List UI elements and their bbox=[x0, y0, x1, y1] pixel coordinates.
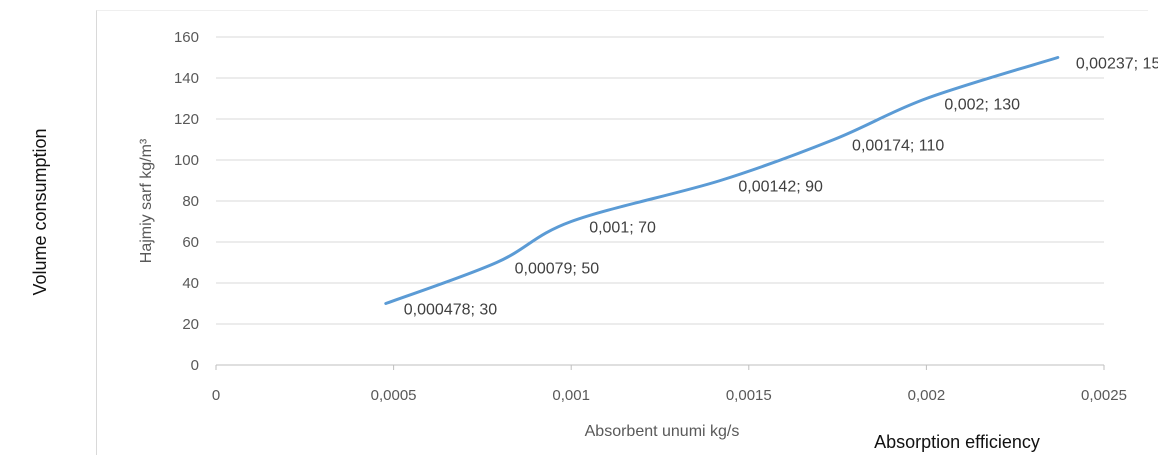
data-label: 0,00079; 50 bbox=[515, 261, 600, 278]
x-tick-label: 0,0015 bbox=[726, 387, 772, 404]
data-label: 0,00142; 90 bbox=[738, 179, 823, 196]
outer-left-label: Volume consumption bbox=[30, 128, 50, 295]
series-line bbox=[384, 56, 1060, 305]
y-tick-label: 20 bbox=[182, 316, 199, 333]
y-tick-label: 120 bbox=[174, 111, 199, 128]
data-label: 0,001; 70 bbox=[589, 220, 656, 237]
y-tick-label: 40 bbox=[182, 275, 199, 292]
x-axis-ticks: 0 0,0005 0,001 0,0015 0,002 0,0025 bbox=[212, 365, 1127, 404]
y-tick-label: 100 bbox=[174, 152, 199, 169]
data-label: 0,000478; 30 bbox=[404, 302, 498, 319]
x-tick-label: 0,0005 bbox=[371, 387, 417, 404]
y-tick-label: 80 bbox=[182, 193, 199, 210]
data-label: 0,002; 130 bbox=[944, 97, 1020, 114]
x-tick-label: 0 bbox=[212, 387, 220, 404]
y-tick-label: 60 bbox=[182, 234, 199, 251]
y-axis-ticks: 0 20 40 60 80 100 120 140 160 bbox=[174, 29, 199, 374]
x-tick-label: 0,002 bbox=[908, 387, 946, 404]
x-tick-label: 0,0025 bbox=[1081, 387, 1127, 404]
y-axis-title: Hajmiy sarf kg/m³ bbox=[138, 138, 155, 263]
y-tick-label: 160 bbox=[174, 29, 199, 46]
data-label: 0,00237; 150 bbox=[1076, 56, 1158, 73]
data-label: 0,00174; 110 bbox=[852, 138, 944, 155]
data-labels: 0,000478; 30 0,00079; 50 0,001; 70 0,00142;… bbox=[404, 56, 1158, 319]
outer-bottom-label: Absorption efficiency bbox=[874, 432, 1040, 452]
x-axis-title: Absorbent unumi kg/s bbox=[585, 423, 740, 440]
x-tick-label: 0,001 bbox=[552, 387, 590, 404]
y-tick-label: 0 bbox=[191, 357, 199, 374]
chart-area-border bbox=[96, 10, 1148, 455]
y-tick-label: 140 bbox=[174, 70, 199, 87]
gridlines bbox=[216, 36, 1104, 366]
